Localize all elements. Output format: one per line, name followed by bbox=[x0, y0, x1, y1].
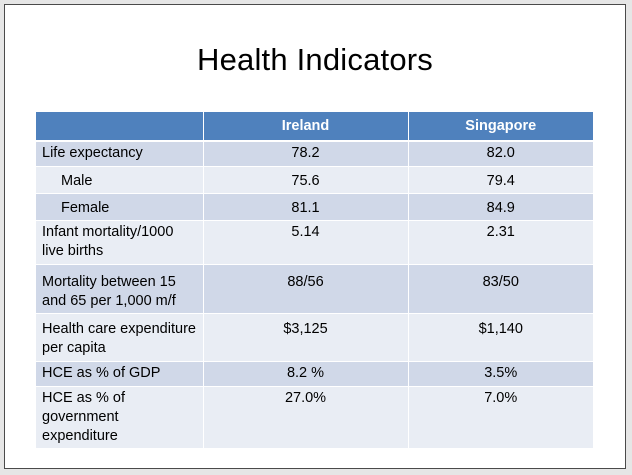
table-row: Life expectancy 78.2 82.0 bbox=[36, 141, 593, 167]
table-row: Male 75.6 79.4 bbox=[36, 166, 593, 194]
row-label: HCE as % of government expenditure bbox=[36, 386, 204, 449]
table-row: HCE as % of government expenditure 27.0%… bbox=[36, 386, 593, 449]
slide-title: Health Indicators bbox=[196, 42, 434, 77]
header-cell-label bbox=[36, 112, 204, 142]
singapore-value: 83/50 bbox=[408, 264, 593, 314]
singapore-value: 84.9 bbox=[408, 193, 593, 221]
header-cell-ireland: Ireland bbox=[203, 112, 409, 142]
ireland-value: 81.1 bbox=[203, 193, 409, 221]
table-header-row: Ireland Singapore bbox=[36, 112, 593, 142]
singapore-value: 2.31 bbox=[408, 220, 593, 265]
row-label: HCE as % of GDP bbox=[36, 361, 204, 387]
singapore-value: 3.5% bbox=[408, 361, 593, 387]
singapore-value: 79.4 bbox=[408, 166, 593, 194]
table-row: Mortality between 15 and 65 per 1,000 m/… bbox=[36, 264, 593, 314]
row-label: Mortality between 15 and 65 per 1,000 m/… bbox=[36, 264, 204, 314]
ireland-value: 88/56 bbox=[203, 264, 409, 314]
ireland-value: $3,125 bbox=[203, 313, 409, 362]
ireland-value: 75.6 bbox=[203, 166, 409, 194]
row-label: Male bbox=[36, 166, 204, 194]
table-row: HCE as % of GDP 8.2 % 3.5% bbox=[36, 361, 593, 387]
ireland-value: 78.2 bbox=[203, 141, 409, 167]
row-label: Life expectancy bbox=[36, 141, 204, 167]
ireland-value: 8.2 % bbox=[203, 361, 409, 387]
table-row: Infant mortality/1000 live births 5.14 2… bbox=[36, 220, 593, 265]
row-label: Infant mortality/1000 live births bbox=[36, 220, 204, 265]
singapore-value: 82.0 bbox=[408, 141, 593, 167]
ireland-value: 5.14 bbox=[203, 220, 409, 265]
singapore-value: 7.0% bbox=[408, 386, 593, 449]
table-row: Female 81.1 84.9 bbox=[36, 193, 593, 221]
ireland-value: 27.0% bbox=[203, 386, 409, 449]
header-cell-singapore: Singapore bbox=[408, 112, 593, 142]
table-row: Health care expenditure per capita $3,12… bbox=[36, 313, 593, 362]
row-label: Health care expenditure per capita bbox=[36, 313, 204, 362]
row-label: Female bbox=[36, 193, 204, 221]
singapore-value: $1,140 bbox=[408, 313, 593, 362]
health-indicators-table: Ireland Singapore Life expectancy 78.2 8… bbox=[36, 112, 593, 449]
slide: Health Indicators Ireland Singapore Life… bbox=[4, 4, 626, 469]
